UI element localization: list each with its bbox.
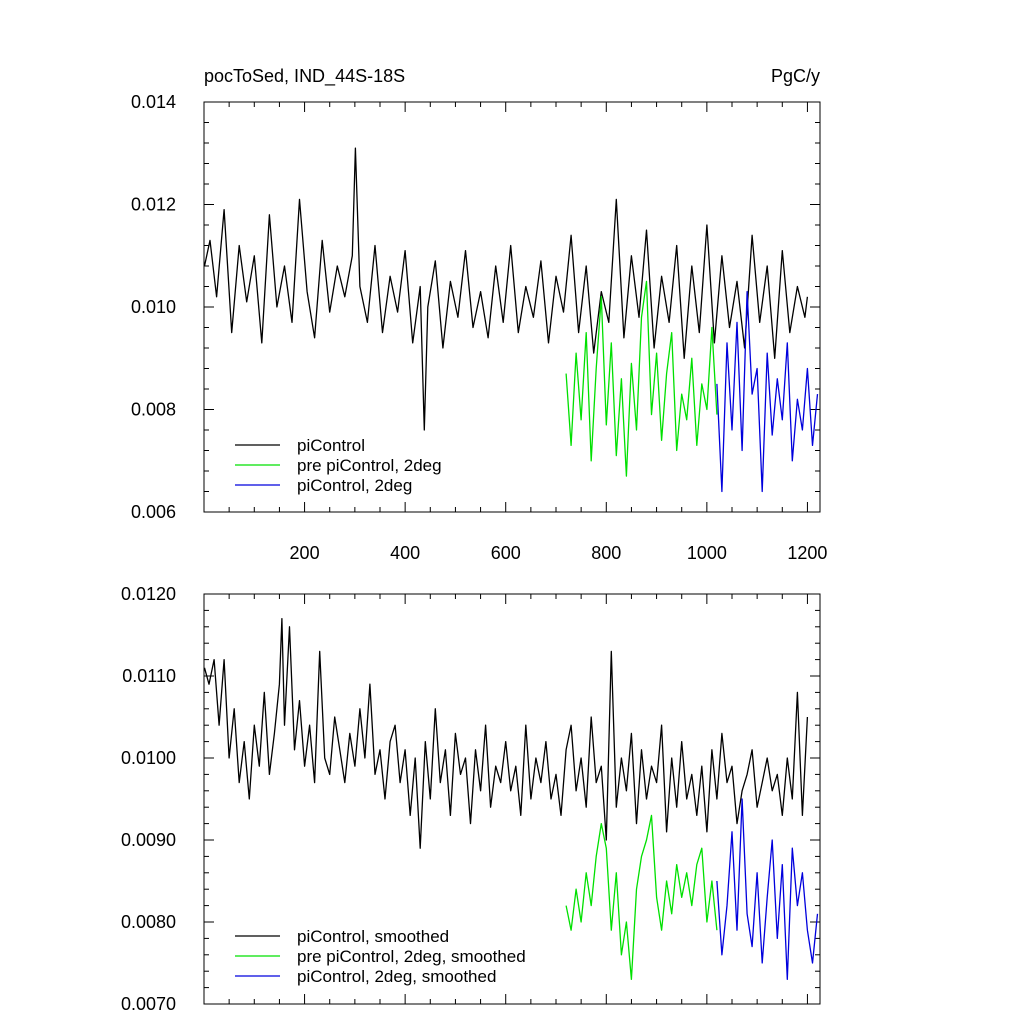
x-tick-label: 800: [591, 543, 621, 563]
series-line: [716, 290, 819, 493]
legend-label: piControl, smoothed: [297, 927, 449, 946]
legend-label: piControl, 2deg: [297, 476, 412, 495]
y-tick-label: 0.0090: [121, 830, 176, 850]
bottom-panel: 0.0070 0.0080 0.0090 0.0100 0.0110 0.0120 piCo…: [121, 584, 821, 1014]
y-tick-label: 0.0110: [122, 666, 176, 686]
x-tick-label: 1000: [687, 543, 727, 563]
y-tick-label: 0.0100: [121, 748, 176, 768]
legend-label: pre piControl, 2deg, smoothed: [297, 947, 526, 966]
y-tick-label: 0.0120: [121, 584, 176, 604]
plot-frame: [203, 593, 821, 1005]
y-tick-label: 0.014: [131, 92, 176, 112]
y-tick-label: 0.010: [131, 297, 176, 317]
plot-frame: [203, 101, 821, 513]
series-line: [203, 147, 809, 431]
x-tick-label: 600: [491, 543, 521, 563]
legend-label: pre piControl, 2deg: [297, 456, 442, 475]
top-panel: 200 400 600 800 1000 1200 0.006 0.008 0.010 0.012…: [131, 92, 827, 563]
series-line: [565, 280, 718, 477]
series-line: [716, 798, 819, 981]
y-tick-label: 0.0080: [121, 912, 176, 932]
x-tick-label: 1200: [787, 543, 827, 563]
series-line: [203, 617, 809, 849]
y-tick-label: 0.012: [131, 195, 176, 215]
legend-label: piControl, 2deg, smoothed: [297, 967, 496, 986]
y-tick-label: 0.008: [131, 400, 176, 420]
y-tick-label: 0.006: [131, 502, 176, 522]
x-tick-label: 200: [290, 543, 320, 563]
series-line: [565, 814, 718, 981]
units-label: PgC/y: [771, 66, 820, 86]
x-tick-label: 400: [390, 543, 420, 563]
chart-title: pocToSed, IND_44S-18S: [204, 66, 405, 87]
legend-label: piControl: [297, 436, 365, 455]
y-tick-label: 0.0070: [121, 994, 176, 1014]
